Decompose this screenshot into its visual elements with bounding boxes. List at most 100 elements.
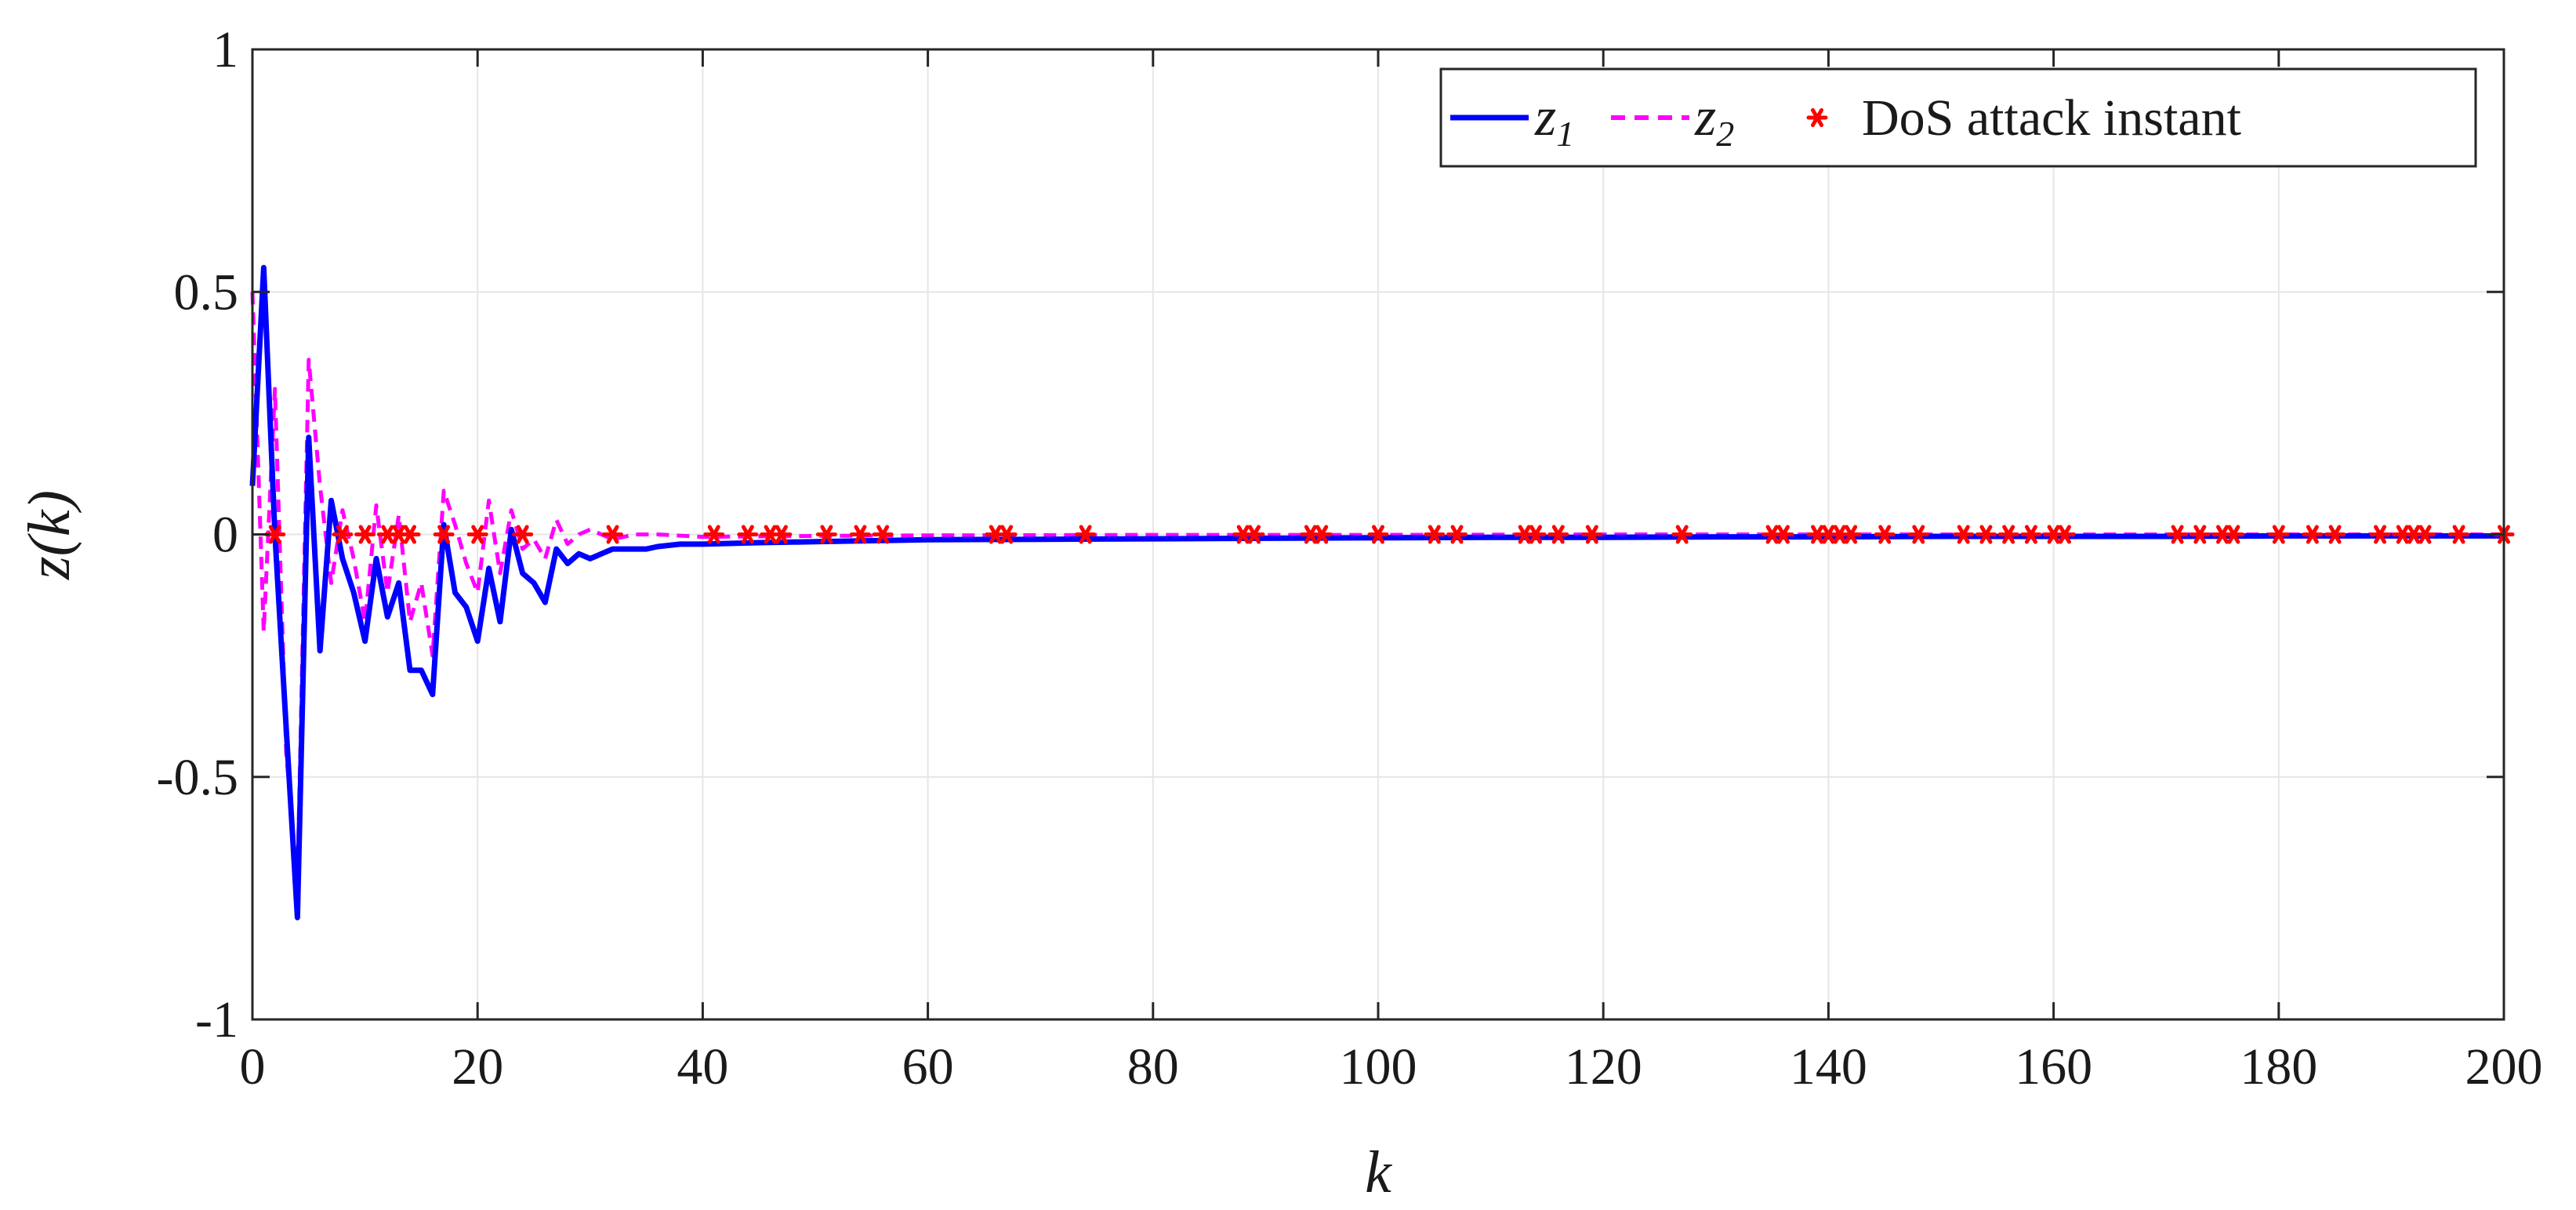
x-tick-label: 100 bbox=[1340, 1038, 1417, 1096]
dos-marker-stroke bbox=[1833, 525, 1846, 544]
dos-marker bbox=[1424, 525, 1446, 544]
dos-marker-stroke bbox=[1236, 525, 1250, 544]
dos-marker bbox=[2054, 525, 2076, 544]
x-tick-label: 40 bbox=[677, 1038, 728, 1096]
legend-z1-main: z bbox=[1534, 87, 1556, 147]
x-tick-label: 180 bbox=[2240, 1038, 2317, 1096]
x-tick-label: 160 bbox=[2015, 1038, 2092, 1096]
dos-marker bbox=[737, 525, 759, 544]
x-tick-label: 20 bbox=[452, 1038, 503, 1096]
dos-marker bbox=[2302, 525, 2324, 544]
dos-marker-stroke bbox=[1765, 525, 1779, 544]
dos-marker bbox=[1975, 525, 1997, 544]
dos-marker-stroke bbox=[2374, 525, 2387, 544]
dos-marker bbox=[2448, 525, 2470, 544]
legend: z1 z2 DoS attack instant bbox=[1439, 67, 2477, 168]
dos-marker bbox=[815, 525, 837, 544]
dos-marker bbox=[1581, 525, 1603, 544]
dos-marker bbox=[2414, 525, 2436, 544]
dos-marker-stroke bbox=[2193, 525, 2207, 544]
dos-marker-stroke bbox=[471, 525, 484, 544]
x-axis-label: k bbox=[1365, 1139, 1392, 1205]
dos-marker-stroke bbox=[1675, 525, 1689, 544]
dos-marker-stroke bbox=[437, 525, 451, 544]
dos-marker-stroke bbox=[606, 525, 619, 544]
dos-marker-stroke bbox=[741, 525, 754, 544]
dos-marker bbox=[1243, 525, 1265, 544]
dos-marker-stroke bbox=[1079, 525, 1092, 544]
dos-marker bbox=[2020, 525, 2042, 544]
dos-marker bbox=[771, 525, 793, 544]
dos-marker-stroke bbox=[404, 525, 417, 544]
x-tick-label: 200 bbox=[2465, 1038, 2543, 1096]
dos-marker-stroke bbox=[707, 525, 720, 544]
dos-marker-stroke bbox=[1315, 525, 1329, 544]
y-tick-label: -1 bbox=[195, 991, 238, 1048]
dos-marker-stroke bbox=[1248, 525, 1261, 544]
legend-z1-sub: 1 bbox=[1556, 114, 1574, 154]
y-tick-label: -0.5 bbox=[157, 749, 238, 806]
legend-z1-label: z1 bbox=[1534, 87, 1574, 154]
dos-marker-stroke bbox=[1428, 525, 1441, 544]
dos-marker-stroke bbox=[1585, 525, 1598, 544]
legend-dos-star-stroke bbox=[1811, 107, 1823, 128]
dos-marker bbox=[1547, 525, 1569, 544]
dos-marker-stroke bbox=[1957, 525, 1970, 544]
dos-marker-stroke bbox=[516, 525, 529, 544]
dos-marker-stroke bbox=[358, 525, 372, 544]
dos-marker bbox=[1997, 525, 2019, 544]
dos-marker bbox=[2189, 525, 2211, 544]
dos-marker bbox=[849, 525, 871, 544]
dos-marker bbox=[2268, 525, 2290, 544]
dos-marker-stroke bbox=[876, 525, 890, 544]
legend-dos-star bbox=[1806, 107, 1828, 128]
dos-marker-stroke bbox=[2306, 525, 2319, 544]
dos-marker bbox=[466, 525, 488, 544]
dos-marker-stroke bbox=[854, 525, 867, 544]
dos-marker-stroke bbox=[2024, 525, 2037, 544]
dos-marker-stroke bbox=[1529, 525, 1543, 544]
dos-marker-stroke bbox=[2328, 525, 2342, 544]
dos-marker-stroke bbox=[1518, 525, 1531, 544]
legend-z2-label: z2 bbox=[1694, 87, 1734, 154]
dos-marker bbox=[1446, 525, 1468, 544]
dos-marker-stroke bbox=[381, 525, 394, 544]
x-tick-label: 80 bbox=[1127, 1038, 1179, 1096]
dos-marker-stroke bbox=[1372, 525, 1384, 544]
dos-marker-stroke bbox=[2396, 525, 2409, 544]
dos-marker-stroke bbox=[820, 525, 833, 544]
dos-marker-stroke bbox=[336, 525, 349, 544]
dos-marker-stroke bbox=[2047, 525, 2060, 544]
dos-marker bbox=[1311, 525, 1333, 544]
y-axis-label: z(k) bbox=[16, 490, 82, 580]
dos-marker bbox=[433, 525, 455, 544]
x-tick-label: 60 bbox=[902, 1038, 954, 1096]
dos-marker bbox=[996, 525, 1018, 544]
dos-marker-stroke bbox=[2171, 525, 2184, 544]
dos-marker bbox=[399, 525, 421, 544]
dos-marker-stroke bbox=[1304, 525, 1317, 544]
x-tick-label: 140 bbox=[1790, 1038, 1867, 1096]
dos-marker bbox=[1075, 525, 1097, 544]
dos-marker bbox=[2222, 525, 2244, 544]
x-tick-label: 120 bbox=[1565, 1038, 1642, 1096]
dos-marker-stroke bbox=[2452, 525, 2465, 544]
dos-marker-stroke bbox=[392, 525, 405, 544]
dos-marker-stroke bbox=[764, 525, 777, 544]
y-tick-label: 0 bbox=[212, 507, 238, 564]
series-line-z2 bbox=[250, 292, 2504, 886]
dos-marker bbox=[703, 525, 725, 544]
legend-dos-label: DoS attack instant bbox=[1862, 89, 2241, 147]
dos-marker-stroke bbox=[2002, 525, 2015, 544]
dos-marker bbox=[512, 525, 534, 544]
dos-marker-stroke bbox=[1878, 525, 1892, 544]
dos-marker-stroke bbox=[775, 525, 788, 544]
legend-dos-marker bbox=[1806, 107, 1828, 128]
dos-marker-stroke bbox=[2216, 525, 2229, 544]
dos-marker bbox=[1367, 525, 1389, 544]
dos-marker-stroke bbox=[1551, 525, 1565, 544]
dos-marker-stroke bbox=[268, 525, 281, 544]
dos-marker-stroke bbox=[2227, 525, 2240, 544]
y-tick-label: 1 bbox=[212, 21, 238, 78]
